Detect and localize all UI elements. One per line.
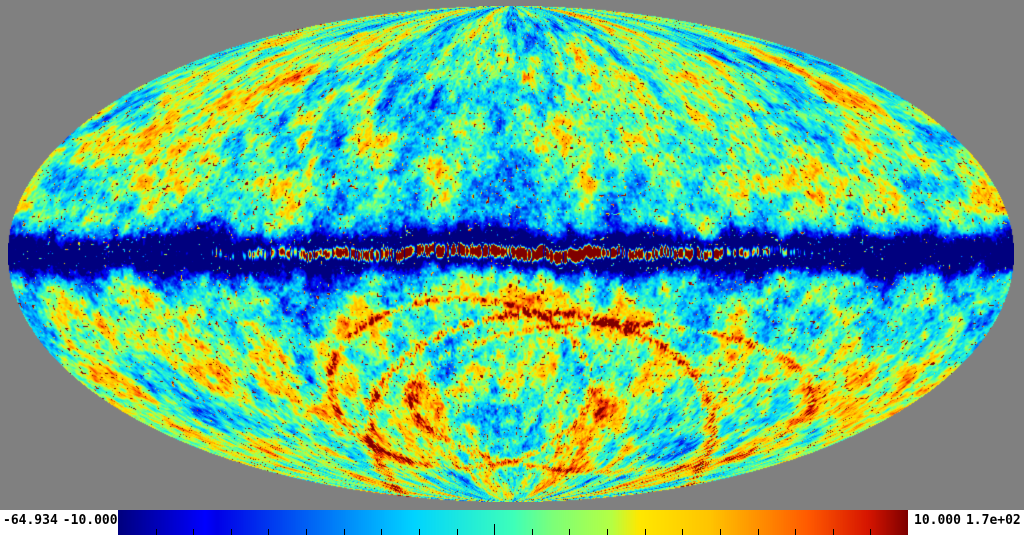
colorbar-min-clip-label: -10.000 bbox=[62, 513, 118, 528]
colorbar-max-value-label: 1.7e+02 bbox=[965, 513, 1021, 528]
colorbar-max-clip-label: 10.000 bbox=[914, 513, 961, 528]
colorbar[interactable] bbox=[118, 510, 908, 535]
sky-map bbox=[8, 6, 1014, 502]
colorbar-max-labels: 10.000 1.7e+02 bbox=[908, 510, 1024, 535]
colorbar-min-value-label: -64.934 bbox=[3, 513, 58, 528]
sky-map-canvas bbox=[8, 6, 1014, 502]
colorbar-gradient bbox=[118, 510, 908, 535]
colorbar-row: -64.934 -10.000 10.000 1.7e+02 bbox=[0, 510, 1024, 535]
colorbar-min-labels: -64.934 -10.000 bbox=[0, 510, 118, 535]
